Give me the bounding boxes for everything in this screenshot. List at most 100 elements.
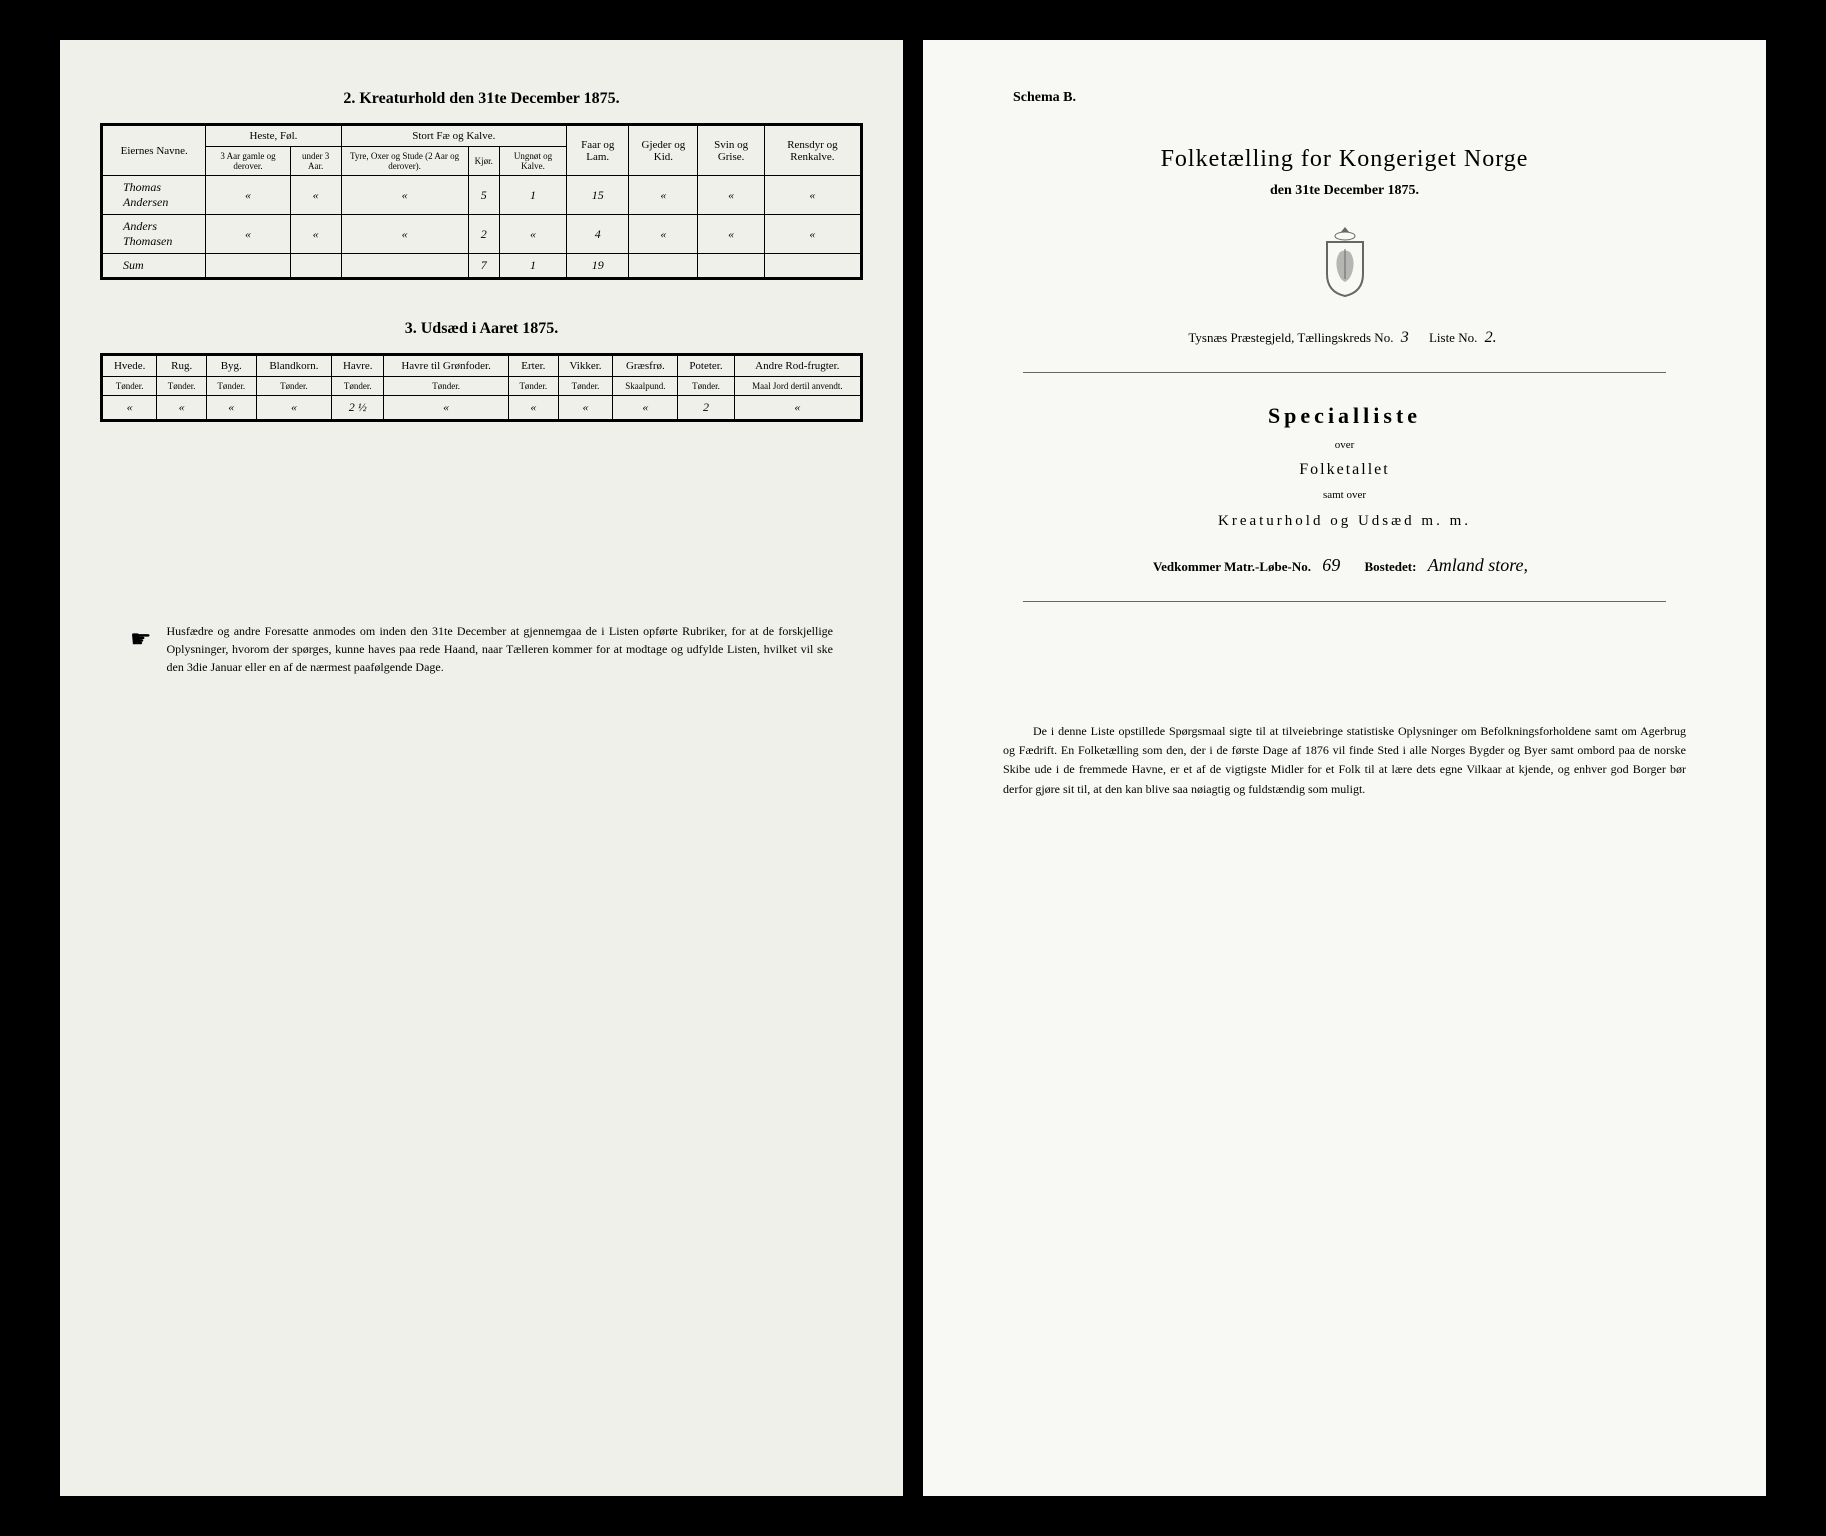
divider-2 [1023, 601, 1666, 602]
value-cell: 1 [499, 176, 566, 215]
table3-title: 3. Udsæd i Aaret 1875. [100, 320, 863, 338]
value-cell: « [509, 396, 559, 421]
table-row: Sum 7119 [102, 254, 862, 279]
region-kreds-value: 3 [1401, 329, 1409, 346]
value-cell: « [764, 176, 861, 215]
value-cell: « [629, 215, 698, 254]
liste-pre: Liste No. [1429, 330, 1477, 345]
column-header: Havre til Grønfoder. [384, 355, 509, 377]
sub-tyre: Tyre, Oxer og Stude (2 Aar og derover). [341, 147, 468, 176]
value-cell: 2 ½ [332, 396, 384, 421]
col-rensdyr: Rensdyr og Renkalve. [764, 125, 861, 176]
sub-3aar: 3 Aar gamle og derover. [206, 147, 290, 176]
bottom-paragraph: De i denne Liste opstillede Spørgsmaal s… [1003, 722, 1686, 799]
value-cell: 19 [567, 254, 629, 279]
owner-name-cell: Thomas Andersen [102, 176, 206, 215]
value-cell [341, 254, 468, 279]
value-cell: « [206, 176, 290, 215]
sub-under3: under 3 Aar. [290, 147, 341, 176]
value-cell: « [290, 176, 341, 215]
table-row: Thomas Andersen«««5115««« [102, 176, 862, 215]
value-cell: 2 [678, 396, 734, 421]
owner-name-cell: Anders Thomasen [102, 215, 206, 254]
column-header: Andre Rod-frugter. [734, 355, 861, 377]
divider [1023, 372, 1666, 373]
vedkommer-line: Vedkommer Matr.-Løbe-No. 69 Bostedet: Am… [963, 555, 1726, 576]
specialliste-title: Specialliste [963, 403, 1726, 429]
group-stort: Stort Fæ og Kalve. [341, 125, 567, 147]
coat-of-arms-icon [963, 224, 1726, 304]
value-cell: « [157, 396, 207, 421]
value-cell: « [629, 176, 698, 215]
table2-title: 2. Kreaturhold den 31te December 1875. [100, 90, 863, 108]
value-cell: « [613, 396, 678, 421]
samt-label: samt over [963, 489, 1726, 501]
column-subheader: Tønder. [256, 377, 332, 396]
column-subheader: Skaalpund. [613, 377, 678, 396]
value-cell: « [206, 215, 290, 254]
column-header: Erter. [509, 355, 559, 377]
bosted-value: Amland store, [1428, 555, 1528, 575]
value-cell: « [256, 396, 332, 421]
region-pre: Tysnæs Præstegjeld, Tællingskreds No. [1188, 330, 1393, 345]
col-faar: Faar og Lam. [567, 125, 629, 176]
footnote-text: Husfædre og andre Foresatte anmodes om i… [167, 622, 833, 676]
column-subheader: Tønder. [157, 377, 207, 396]
column-subheader: Tønder. [332, 377, 384, 396]
footnote-block: ☛ Husfædre og andre Foresatte anmodes om… [100, 622, 863, 676]
value-cell: 1 [499, 254, 566, 279]
value-cell: « [764, 215, 861, 254]
value-cell: 15 [567, 176, 629, 215]
sub-ungnot: Ungnøt og Kalve. [499, 147, 566, 176]
pointing-hand-icon: ☛ [130, 622, 152, 676]
value-cell: « [734, 396, 861, 421]
udsaed-table: Hvede.Rug.Byg.Blandkorn.Havre.Havre til … [100, 353, 863, 422]
main-title: Folketælling for Kongeriget Norge [963, 146, 1726, 173]
value-cell [629, 254, 698, 279]
value-cell: « [290, 215, 341, 254]
value-cell: 7 [468, 254, 499, 279]
value-cell: « [384, 396, 509, 421]
col-gjeder: Gjeder og Kid. [629, 125, 698, 176]
sub-date: den 31te December 1875. [963, 183, 1726, 199]
column-subheader: Tønder. [678, 377, 734, 396]
group-heste: Heste, Føl. [206, 125, 341, 147]
value-cell: 2 [468, 215, 499, 254]
value-cell [698, 254, 764, 279]
value-cell: « [499, 215, 566, 254]
kreatur-label: Kreaturhold og Udsæd m. m. [963, 513, 1726, 530]
value-cell: 4 [567, 215, 629, 254]
column-subheader: Tønder. [509, 377, 559, 396]
left-page: 2. Kreaturhold den 31te December 1875. E… [60, 40, 903, 1496]
column-header: Poteter. [678, 355, 734, 377]
column-subheader: Maal Jord dertil anvendt. [734, 377, 861, 396]
column-header: Hvede. [102, 355, 157, 377]
value-cell: « [698, 215, 764, 254]
schema-label: Schema B. [1013, 90, 1726, 106]
bosted-pre: Bostedet: [1364, 559, 1416, 574]
column-header: Vikker. [558, 355, 613, 377]
vedkom-pre: Vedkommer Matr.-Løbe-No. [1153, 559, 1311, 574]
column-header: Havre. [332, 355, 384, 377]
matr-no-value: 69 [1322, 555, 1340, 575]
table-row: Anders Thomasen«««2«4««« [102, 215, 862, 254]
value-cell: « [698, 176, 764, 215]
owner-name-cell: Sum [102, 254, 206, 279]
column-subheader: Tønder. [384, 377, 509, 396]
column-subheader: Tønder. [206, 377, 256, 396]
sub-kjor: Kjør. [468, 147, 499, 176]
column-subheader: Tønder. [102, 377, 157, 396]
col-svin: Svin og Grise. [698, 125, 764, 176]
value-cell: « [341, 176, 468, 215]
value-cell [206, 254, 290, 279]
region-line: Tysnæs Præstegjeld, Tællingskreds No. 3 … [963, 329, 1726, 347]
column-subheader: Tønder. [558, 377, 613, 396]
folketallet-label: Folketallet [963, 461, 1726, 479]
over-label-1: over [963, 439, 1726, 451]
value-cell: 5 [468, 176, 499, 215]
column-header: Blandkorn. [256, 355, 332, 377]
value-cell: « [102, 396, 157, 421]
value-cell: « [341, 215, 468, 254]
value-cell [764, 254, 861, 279]
col-eiernes: Eiernes Navne. [102, 125, 206, 176]
